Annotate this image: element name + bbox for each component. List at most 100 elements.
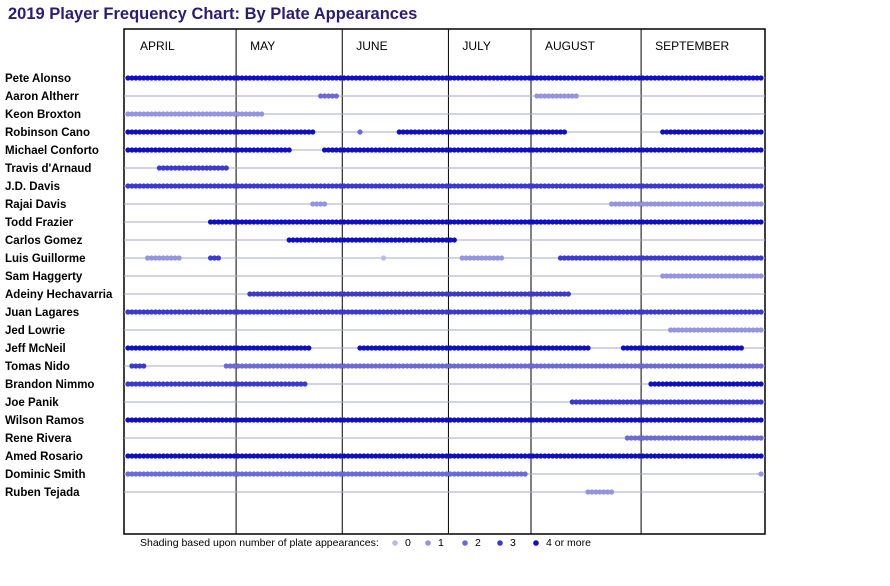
game-dot — [687, 183, 693, 189]
game-dot — [255, 75, 261, 81]
game-dot — [424, 345, 430, 351]
game-dot — [290, 291, 296, 297]
game-dot — [443, 147, 450, 153]
game-dot — [270, 291, 277, 297]
game-dot — [125, 147, 131, 153]
game-dot — [719, 309, 725, 315]
game-dot — [176, 453, 182, 459]
game-dot — [133, 381, 139, 387]
game-dot — [184, 75, 190, 81]
game-dot — [278, 363, 284, 369]
game-dot — [156, 381, 163, 387]
game-dot — [392, 75, 398, 81]
game-dot — [223, 111, 229, 117]
game-dot — [361, 75, 367, 81]
game-dot — [483, 345, 489, 351]
game-dot — [487, 291, 493, 297]
game-dot — [628, 435, 634, 441]
game-dot — [546, 345, 552, 351]
game-dot — [262, 345, 269, 351]
game-dot — [235, 219, 241, 225]
game-dot — [270, 147, 277, 153]
game-dot — [471, 417, 477, 423]
game-dot — [337, 453, 343, 459]
game-dot — [125, 381, 131, 387]
game-dot — [679, 327, 685, 333]
game-dot — [628, 255, 634, 261]
game-dot — [628, 399, 634, 405]
game-dot — [380, 453, 387, 459]
game-dot — [467, 75, 473, 81]
game-dot — [396, 129, 402, 135]
game-dot — [318, 93, 324, 99]
game-dot — [369, 345, 375, 351]
game-dot — [742, 219, 748, 225]
game-dot — [294, 363, 300, 369]
game-dot — [168, 183, 174, 189]
game-dot — [333, 453, 339, 459]
game-dot — [664, 201, 670, 207]
game-dot — [715, 381, 721, 387]
game-dot — [498, 147, 505, 153]
game-dot — [679, 183, 685, 189]
game-dot — [455, 183, 461, 189]
game-dot — [546, 453, 552, 459]
game-dot — [569, 93, 575, 99]
game-dot — [742, 435, 748, 441]
game-dot — [687, 399, 693, 405]
game-dot — [746, 327, 752, 333]
game-dot — [483, 453, 489, 459]
game-dot — [652, 255, 658, 261]
game-dot — [660, 273, 666, 279]
game-dot — [664, 399, 670, 405]
game-dot — [219, 453, 225, 459]
game-dot — [239, 147, 245, 153]
game-dot — [671, 381, 678, 387]
game-dot — [416, 309, 422, 315]
game-dot — [687, 381, 693, 387]
game-dot — [432, 147, 438, 153]
game-dot — [719, 201, 725, 207]
game-dot — [341, 237, 347, 243]
game-dot — [475, 147, 481, 153]
game-dot — [746, 309, 752, 315]
game-dot — [318, 75, 324, 81]
game-dot — [553, 291, 560, 297]
game-dot — [644, 183, 650, 189]
game-dot — [459, 75, 465, 81]
game-dot — [145, 255, 151, 261]
game-dot — [707, 219, 713, 225]
game-dot — [459, 417, 465, 423]
game-dot — [384, 471, 391, 477]
game-dot — [160, 255, 166, 261]
game-dot — [314, 183, 320, 189]
game-dot — [388, 183, 395, 189]
game-dot — [388, 291, 395, 297]
game-dot — [451, 219, 457, 225]
game-dot — [711, 183, 717, 189]
game-dot — [483, 147, 489, 153]
game-dot — [306, 471, 312, 477]
game-dot — [176, 165, 182, 171]
game-dot — [408, 417, 414, 423]
game-dot — [542, 183, 548, 189]
game-dot — [553, 453, 560, 459]
game-dot — [726, 453, 733, 459]
game-dot — [573, 345, 579, 351]
game-dot — [259, 381, 265, 387]
game-dot — [506, 75, 512, 81]
game-dot — [235, 345, 241, 351]
game-dot — [581, 309, 587, 315]
game-dot — [726, 381, 733, 387]
game-dot — [451, 471, 457, 477]
game-dot — [664, 219, 670, 225]
game-dot — [270, 453, 277, 459]
game-dot — [597, 453, 603, 459]
game-dot — [553, 345, 560, 351]
game-dot — [223, 363, 229, 369]
game-dot — [361, 291, 367, 297]
game-dot — [400, 417, 406, 423]
game-dot — [601, 255, 607, 261]
game-dot — [207, 255, 214, 261]
game-dot — [546, 309, 552, 315]
